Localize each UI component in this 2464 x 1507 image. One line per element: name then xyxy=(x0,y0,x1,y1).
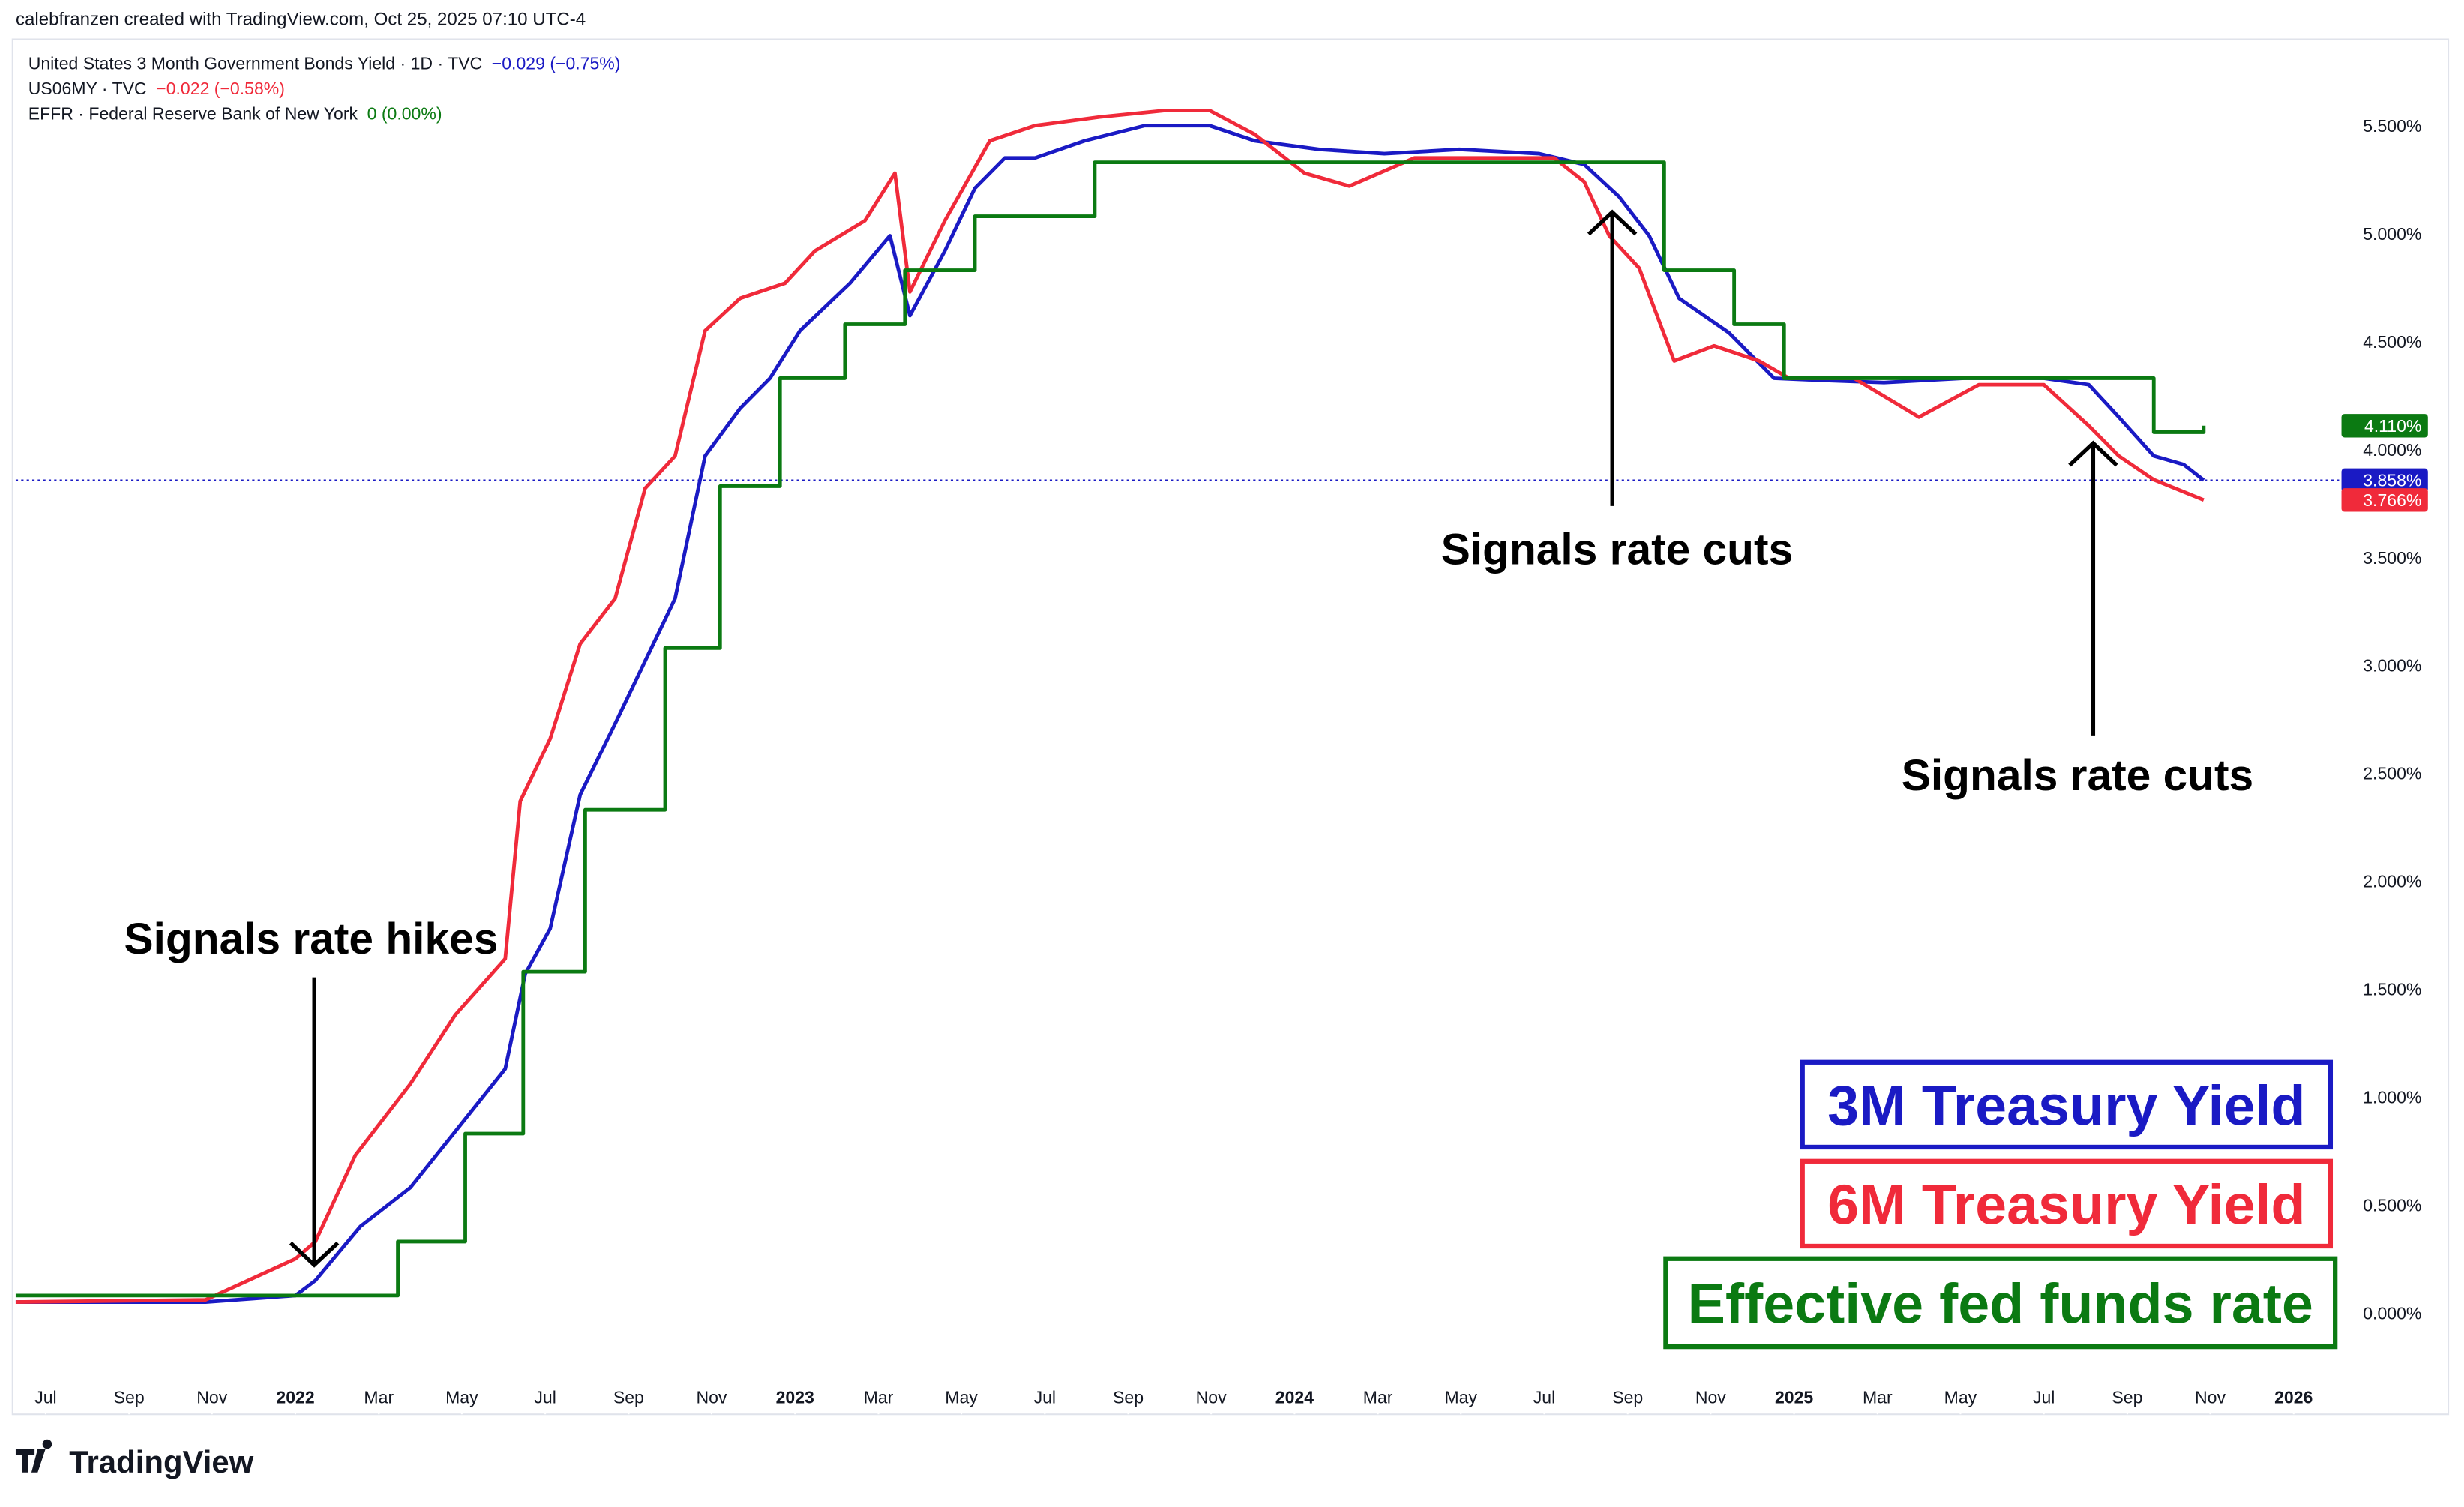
annotation: Signals rate cuts xyxy=(1441,525,1793,574)
x-tick-label: Mar xyxy=(1863,1388,1893,1407)
x-tick-label: Nov xyxy=(1196,1388,1227,1407)
price-tag-label: 3.766% xyxy=(2363,490,2421,510)
y-tick-label: 5.000% xyxy=(2363,224,2421,244)
price-tag: 3.766% xyxy=(2341,488,2428,512)
x-tick-label: Jul xyxy=(1034,1388,1056,1407)
x-tick-label: May xyxy=(1944,1388,1977,1407)
y-tick-label: 1.000% xyxy=(2363,1087,2421,1107)
y-tick-label: 0.500% xyxy=(2363,1195,2421,1215)
x-tick-label: Jul xyxy=(534,1388,556,1407)
legend-box xyxy=(1800,1059,2334,1150)
price-tag: 4.110% xyxy=(2341,414,2428,438)
legend-label: 3M Treasury Yield xyxy=(1827,1074,2305,1137)
y-tick-label: 3.000% xyxy=(2363,656,2421,676)
brand-logo xyxy=(15,1439,52,1473)
x-tick-label: Sep xyxy=(613,1388,644,1407)
x-tick-label: Mar xyxy=(1363,1388,1393,1407)
annotation: Signals rate hikes xyxy=(124,915,499,963)
x-tick-label: Jul xyxy=(34,1388,56,1407)
x-tick-label: May xyxy=(945,1388,978,1407)
y-tick-label: 3.500% xyxy=(2363,548,2421,568)
plot-frame xyxy=(11,38,2450,1416)
x-tick-label: Sep xyxy=(2112,1388,2142,1407)
x-tick-label: Mar xyxy=(364,1388,394,1407)
brand: TradingView xyxy=(69,1444,253,1479)
y-tick-label: 2.000% xyxy=(2363,872,2421,891)
legend-box xyxy=(1800,1158,2334,1249)
legend-change: −0.022 (−0.58%) xyxy=(156,79,285,98)
legend-title: EFFR · Federal Reserve Bank of New York xyxy=(28,103,358,123)
annotation-arrowhead xyxy=(2068,440,2118,467)
y-tick-label: 5.500% xyxy=(2363,116,2421,136)
x-tick-label: 2024 xyxy=(1275,1388,1314,1407)
y-tick-label: 0.000% xyxy=(2363,1303,2421,1323)
x-tick-label: May xyxy=(445,1388,478,1407)
legend-title: US06MY · TVC xyxy=(28,79,147,98)
price-tag: 3.858% xyxy=(2341,468,2428,493)
price-tag-box xyxy=(2341,414,2428,438)
x-tick-label: 2025 xyxy=(1775,1388,1813,1407)
x-tick-label: Sep xyxy=(1113,1388,1144,1407)
x-tick-label: Nov xyxy=(196,1388,227,1407)
y-tick-label: 2.500% xyxy=(2363,764,2421,783)
annotation-arrowhead xyxy=(1587,209,1638,236)
y-tick-label: 4.000% xyxy=(2363,440,2421,460)
x-tick-label: 2022 xyxy=(276,1388,314,1407)
price-tag-box xyxy=(2341,488,2428,512)
x-tick-label: Mar xyxy=(864,1388,894,1407)
x-tick-label: Nov xyxy=(696,1388,727,1407)
x-tick-label: Jul xyxy=(1533,1388,1555,1407)
legend-change: 0 (0.00%) xyxy=(367,103,442,123)
x-tick-label: Sep xyxy=(114,1388,145,1407)
price-tag-label: 4.110% xyxy=(2364,416,2421,436)
annotation: Signals rate cuts xyxy=(1902,751,2253,800)
legend-box xyxy=(1663,1256,2338,1350)
y-tick-label: 1.500% xyxy=(2363,980,2421,999)
y-tick-label: 4.500% xyxy=(2363,332,2421,352)
x-tick-label: Sep xyxy=(1612,1388,1643,1407)
legend-label: 6M Treasury Yield xyxy=(1827,1173,2305,1236)
x-tick-label: Nov xyxy=(2195,1388,2226,1407)
price-tag-label: 3.858% xyxy=(2363,471,2421,490)
legend-change: −0.029 (−0.75%) xyxy=(492,53,621,73)
legend-label: Effective fed funds rate xyxy=(1688,1272,2313,1335)
attribution: calebfranzen created with TradingView.co… xyxy=(16,10,586,30)
price-tag-box xyxy=(2341,468,2428,493)
x-tick-label: May xyxy=(1444,1388,1477,1407)
legend-title: United States 3 Month Government Bonds Y… xyxy=(28,53,483,73)
x-tick-label: Jul xyxy=(2033,1388,2055,1407)
x-tick-label: Nov xyxy=(1695,1388,1726,1407)
series-line xyxy=(15,124,2205,1304)
annotation-arrowhead xyxy=(289,1241,340,1268)
x-tick-label: 2023 xyxy=(776,1388,814,1407)
x-tick-label: 2026 xyxy=(2274,1388,2313,1407)
series-line xyxy=(15,160,2206,1298)
